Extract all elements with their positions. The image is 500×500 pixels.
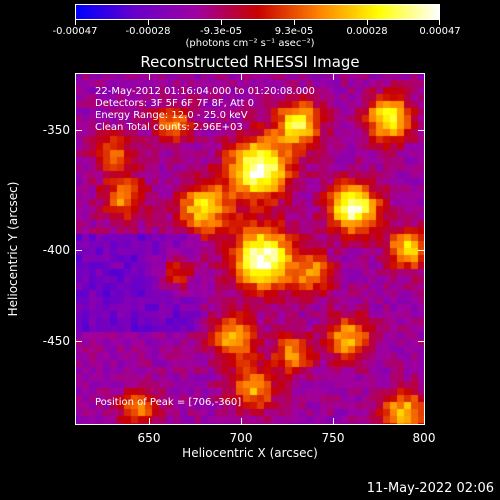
colorbar-tickmark xyxy=(148,20,149,25)
tickmark xyxy=(333,73,334,80)
colorbar-tick-label: 9.3e-05 xyxy=(274,26,314,37)
colorbar-ticks xyxy=(75,20,440,26)
tickmark xyxy=(149,73,150,80)
tickmark xyxy=(418,250,425,251)
colorbar-tickmark xyxy=(221,20,222,25)
tickmark xyxy=(75,250,82,251)
info-total-counts: Clean Total counts: 2.96E+03 xyxy=(95,122,243,133)
colorbar-tickmark xyxy=(294,20,295,25)
tickmark xyxy=(241,73,242,80)
tickmark xyxy=(149,418,150,425)
colorbar xyxy=(75,4,440,20)
x-tick-label: 750 xyxy=(321,431,345,445)
colorbar-units-label: (photons cm⁻² s⁻¹ asec⁻²) xyxy=(185,38,315,49)
y-axis-label: Heliocentric Y (arcsec) xyxy=(6,181,20,317)
colorbar-tick-label: 0.00028 xyxy=(346,26,388,37)
timestamp: 11-May-2022 02:06 xyxy=(366,481,494,496)
colorbar-tick-label: -0.00028 xyxy=(125,26,171,37)
plot-title: Reconstructed RHESSI Image xyxy=(140,53,360,71)
x-tick-label: 700 xyxy=(229,431,253,445)
tickmark xyxy=(75,341,82,342)
info-energy-range: Energy Range: 12.0 - 25.0 keV xyxy=(95,110,248,121)
info-time-range: 22-May-2012 01:16:04.000 to 01:20:08.000 xyxy=(95,86,315,97)
tickmark xyxy=(241,418,242,425)
colorbar-tick-label: -0.00047 xyxy=(52,26,98,37)
colorbar-tickmark xyxy=(439,20,440,25)
peak-position-text: Position of Peak = [706,-360] xyxy=(95,397,242,408)
tickmark xyxy=(333,418,334,425)
tickmark xyxy=(418,341,425,342)
tickmark xyxy=(418,130,425,131)
colorbar-tick-label: 0.00047 xyxy=(419,26,461,37)
y-tick-label: -350 xyxy=(42,123,70,137)
y-tick-label: -400 xyxy=(42,243,70,257)
tickmark xyxy=(75,130,82,131)
y-tick-label: -450 xyxy=(42,334,70,348)
colorbar-tick-label: -9.3e-05 xyxy=(200,26,242,37)
colorbar-tickmark xyxy=(75,20,76,25)
info-detectors: Detectors: 3F 5F 6F 7F 8F, Att 0 xyxy=(95,98,255,109)
x-axis-label: Heliocentric X (arcsec) xyxy=(182,446,318,460)
colorbar-tickmark xyxy=(367,20,368,25)
rhessi-image xyxy=(75,73,425,425)
x-tick-label: 800 xyxy=(412,431,436,445)
x-tick-label: 650 xyxy=(137,431,161,445)
